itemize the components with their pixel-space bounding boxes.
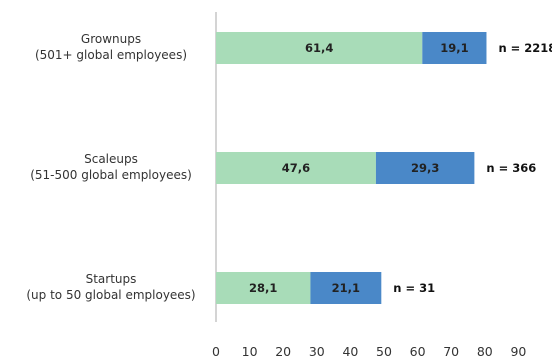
category-label-line: (up to 50 global employees) bbox=[26, 288, 195, 302]
x-tick-label: 40 bbox=[342, 344, 358, 359]
category-label-line: Scaleups bbox=[84, 152, 138, 166]
x-tick-label: 70 bbox=[443, 344, 459, 359]
bar-segment-1-row-3 bbox=[216, 272, 311, 304]
bar-segment-2-row-2 bbox=[375, 152, 475, 184]
x-tick-label: 20 bbox=[275, 344, 291, 359]
category-label-line: (51-500 global employees) bbox=[30, 168, 192, 182]
category-label-line: Grownups bbox=[81, 32, 141, 46]
x-tick-label: 80 bbox=[477, 344, 493, 359]
bar-value-label: 47,6 bbox=[282, 161, 310, 175]
sample-size-label: n = 366 bbox=[486, 161, 536, 175]
x-tick-label: 60 bbox=[410, 344, 426, 359]
bar-value-label: 61,4 bbox=[305, 41, 333, 55]
bars-group: 61,4 19,1 n = 2218 47,6 29,3 n = 366 28,1 21,1 n… bbox=[216, 32, 552, 304]
bar-value-label: 28,1 bbox=[249, 281, 277, 295]
sample-size-label: n = 31 bbox=[393, 281, 435, 295]
bar-segment-1-row-2 bbox=[216, 152, 376, 184]
bar-value-label: 29,3 bbox=[411, 161, 439, 175]
bar-segment-2-row-1 bbox=[422, 32, 487, 64]
x-tick-label: 90 bbox=[510, 344, 526, 359]
category-labels: Grownups (501+ global employees) Scaleups (… bbox=[26, 32, 195, 302]
bar-segment-2-row-3 bbox=[310, 272, 382, 304]
category-label-line: (501+ global employees) bbox=[35, 48, 187, 62]
category-label-line: Startups bbox=[86, 272, 137, 286]
bar-value-label: 19,1 bbox=[440, 41, 468, 55]
x-axis-ticks: 0 10 20 30 40 50 60 70 80 90 bbox=[212, 344, 526, 359]
x-tick-label: 50 bbox=[376, 344, 392, 359]
x-tick-label: 0 bbox=[212, 344, 220, 359]
x-tick-label: 30 bbox=[309, 344, 325, 359]
x-tick-label: 10 bbox=[242, 344, 258, 359]
bar-segment-1-row-1 bbox=[216, 32, 423, 64]
bar-value-label: 21,1 bbox=[332, 281, 360, 295]
sample-size-label: n = 2218 bbox=[498, 41, 552, 55]
